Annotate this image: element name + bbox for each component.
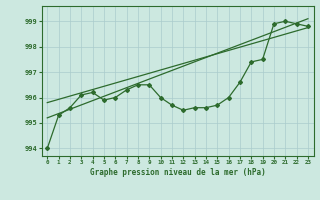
X-axis label: Graphe pression niveau de la mer (hPa): Graphe pression niveau de la mer (hPa) xyxy=(90,168,266,177)
